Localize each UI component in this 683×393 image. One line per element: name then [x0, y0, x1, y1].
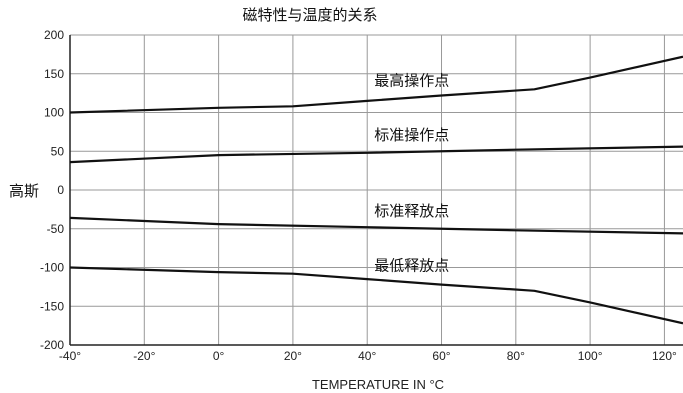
- y-tick-label: 50: [51, 144, 65, 158]
- series-line: [69, 266, 683, 325]
- chart-title: 磁特性与温度的关系: [242, 6, 377, 24]
- y-tick-label: 100: [44, 106, 64, 120]
- series-line: [69, 216, 683, 235]
- series-label: 最低释放点: [374, 256, 449, 274]
- x-tick-label: -40°: [59, 349, 81, 363]
- x-tick-label: 120°: [652, 349, 677, 363]
- x-tick-label: 80°: [507, 349, 525, 363]
- series-line: [69, 55, 683, 114]
- x-tick-label: -20°: [133, 349, 155, 363]
- y-axis-label: 高斯: [9, 182, 39, 200]
- y-tick-label: -200: [40, 338, 64, 352]
- y-tick-label: 200: [44, 28, 64, 42]
- y-tick-label: 150: [44, 67, 64, 81]
- x-tick-label: 100°: [578, 349, 603, 363]
- y-tick-label: -100: [40, 261, 64, 275]
- x-tick-label: 20°: [284, 349, 302, 363]
- x-axis-label: TEMPERATURE IN °C: [312, 377, 444, 392]
- x-tick-label: 40°: [358, 349, 376, 363]
- y-tick-label: -150: [40, 299, 64, 313]
- x-tick-label: 0°: [213, 349, 225, 363]
- plot-area: 200 150 100 50 0 -50 -100 -150 -200-40° -20° 0° 20°…: [40, 28, 683, 363]
- series-line: [69, 145, 683, 164]
- series-label: 最高操作点: [374, 72, 449, 90]
- series-label: 标准操作点: [374, 126, 449, 144]
- y-tick-label: 0: [57, 183, 64, 197]
- series-label: 标准释放点: [374, 202, 449, 220]
- x-tick-label: 60°: [432, 349, 450, 363]
- y-tick-label: -50: [47, 222, 65, 236]
